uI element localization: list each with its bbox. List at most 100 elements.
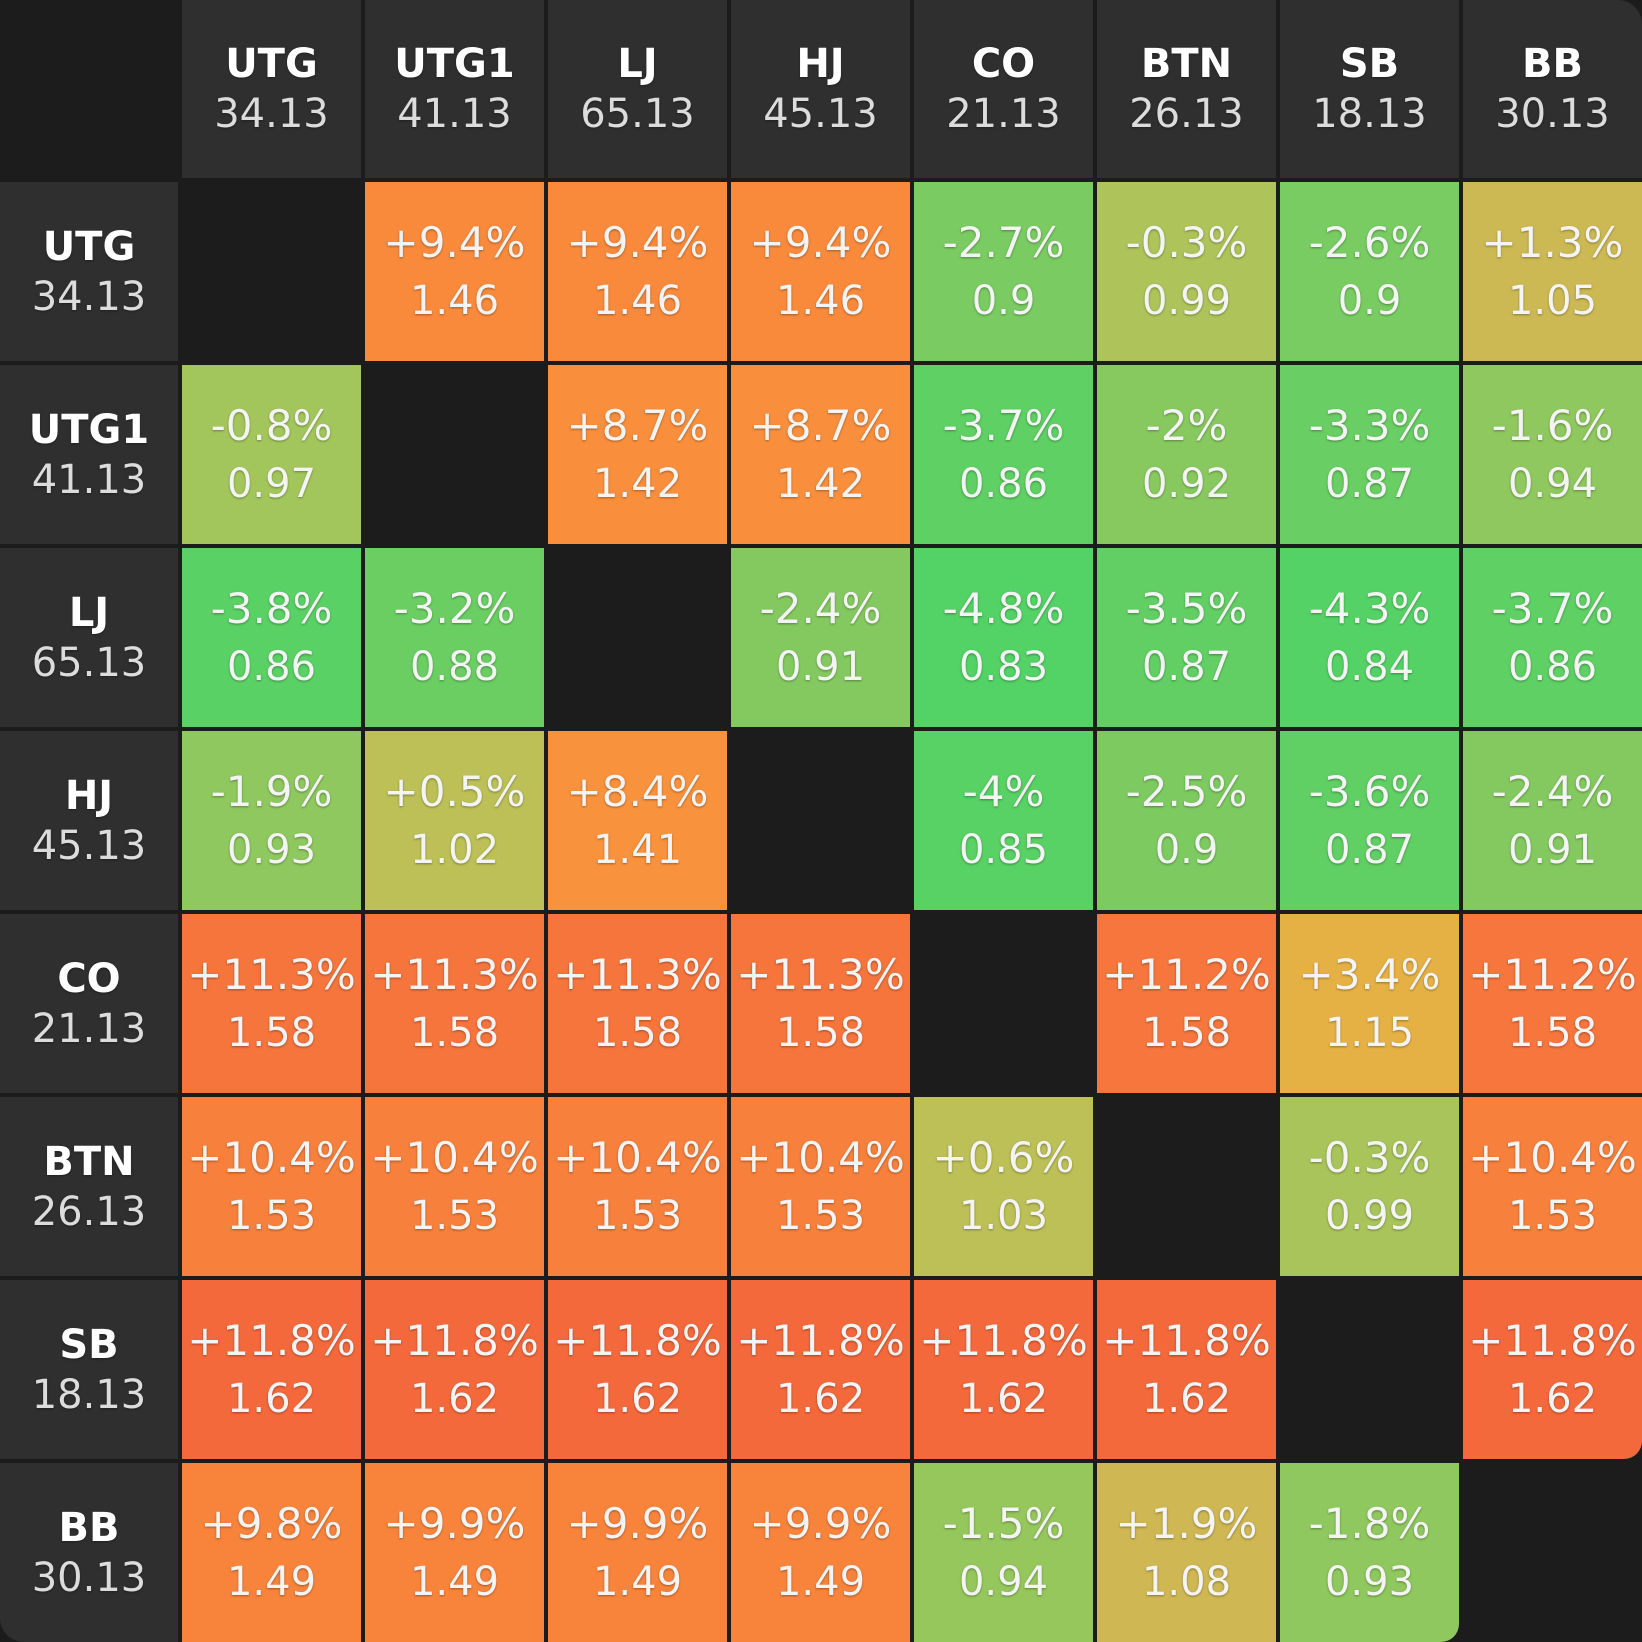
heatmap-cell: -0.3% 0.99 xyxy=(1280,1097,1459,1276)
heatmap-cell: +10.4% 1.53 xyxy=(182,1097,361,1276)
cell-ratio-label: 0.93 xyxy=(1324,1558,1415,1605)
row-header-stack: 26.13 xyxy=(31,1188,147,1235)
heatmap-cell: -4.8% 0.83 xyxy=(914,548,1093,727)
column-header-name: HJ xyxy=(796,41,845,87)
cell-percent-label: -4.3% xyxy=(1308,583,1431,633)
cell-ratio-label: 0.9 xyxy=(971,277,1036,324)
cell-percent-label: -1.8% xyxy=(1308,1498,1431,1548)
cell-ratio-label: 0.86 xyxy=(958,460,1049,507)
cell-percent-label: +11.8% xyxy=(1468,1315,1637,1365)
cell-percent-label: +11.3% xyxy=(370,949,539,999)
heatmap-cell: +11.3% 1.58 xyxy=(182,914,361,1093)
cell-percent-label: +11.3% xyxy=(553,949,722,999)
cell-percent-label: -2% xyxy=(1145,400,1228,450)
heatmap-cell: -0.3% 0.99 xyxy=(1097,182,1276,361)
cell-ratio-label: 1.62 xyxy=(1141,1375,1232,1422)
column-header-co: CO 21.13 xyxy=(914,0,1093,178)
cell-ratio-label: 1.42 xyxy=(592,460,683,507)
cell-percent-label: -1.6% xyxy=(1491,400,1614,450)
column-header-sb: SB 18.13 xyxy=(1280,0,1459,178)
heatmap-cell: +1.3% 1.05 xyxy=(1463,182,1642,361)
row-header-name: UTG1 xyxy=(28,406,150,453)
cell-percent-label: +9.8% xyxy=(200,1498,343,1548)
cell-ratio-label: 1.62 xyxy=(226,1375,317,1422)
cell-percent-label: +8.7% xyxy=(566,400,709,450)
column-header-bb: BB 30.13 xyxy=(1463,0,1642,178)
heatmap-cell: -0.8% 0.97 xyxy=(182,365,361,544)
heatmap-cell: -3.7% 0.86 xyxy=(1463,548,1642,727)
cell-percent-label: -2.5% xyxy=(1125,766,1248,816)
cell-ratio-label: 0.99 xyxy=(1141,277,1232,324)
cell-percent-label: +11.8% xyxy=(187,1315,356,1365)
row-header-name: CO xyxy=(57,955,121,1002)
heatmap-cell: -1.8% 0.93 xyxy=(1280,1463,1459,1642)
heatmap-cell: -2% 0.92 xyxy=(1097,365,1276,544)
cell-ratio-label: 1.42 xyxy=(775,460,866,507)
cell-percent-label: +0.5% xyxy=(383,766,526,816)
cell-ratio-label: 1.46 xyxy=(592,277,683,324)
cell-percent-label: +11.3% xyxy=(187,949,356,999)
column-header-btn: BTN 26.13 xyxy=(1097,0,1276,178)
row-header-stack: 34.13 xyxy=(31,273,147,320)
heatmap-cell: +9.9% 1.49 xyxy=(365,1463,544,1642)
column-header-name: BB xyxy=(1522,41,1583,87)
heatmap-cell: -4.3% 0.84 xyxy=(1280,548,1459,727)
cell-percent-label: +10.4% xyxy=(1468,1132,1637,1182)
cell-percent-label: -3.5% xyxy=(1125,583,1248,633)
cell-percent-label: -4.8% xyxy=(942,583,1065,633)
cell-percent-label: -4% xyxy=(962,766,1045,816)
column-header-name: UTG1 xyxy=(394,41,515,87)
row-header-name: LJ xyxy=(68,589,110,636)
heatmap-cell: -1.6% 0.94 xyxy=(1463,365,1642,544)
heatmap-cell: +11.3% 1.58 xyxy=(548,914,727,1093)
cell-percent-label: +10.4% xyxy=(187,1132,356,1182)
cell-ratio-label: 0.88 xyxy=(409,643,500,690)
column-header-utg1: UTG1 41.13 xyxy=(365,0,544,178)
heatmap-cell: +11.8% 1.62 xyxy=(1463,1280,1642,1459)
column-header-stack: 34.13 xyxy=(214,91,329,137)
cell-ratio-label: 1.62 xyxy=(958,1375,1049,1422)
cell-percent-label: +1.3% xyxy=(1481,217,1624,267)
cell-percent-label: -3.2% xyxy=(393,583,516,633)
cell-ratio-label: 0.99 xyxy=(1324,1192,1415,1239)
heatmap-cell: +9.4% 1.46 xyxy=(731,182,910,361)
cell-percent-label: -2.4% xyxy=(759,583,882,633)
cell-ratio-label: 1.53 xyxy=(592,1192,683,1239)
cell-ratio-label: 1.53 xyxy=(775,1192,866,1239)
cell-percent-label: -2.7% xyxy=(942,217,1065,267)
cell-ratio-label: 1.49 xyxy=(775,1558,866,1605)
heatmap-cell: -1.9% 0.93 xyxy=(182,731,361,910)
heatmap-cell: -3.8% 0.86 xyxy=(182,548,361,727)
row-header-utg: UTG 34.13 xyxy=(0,182,178,361)
heatmap-cell: +11.2% 1.58 xyxy=(1097,914,1276,1093)
row-header-name: HJ xyxy=(64,772,114,819)
cell-ratio-label: 0.87 xyxy=(1324,460,1415,507)
heatmap-cell: +11.8% 1.62 xyxy=(365,1280,544,1459)
column-header-name: SB xyxy=(1339,41,1400,87)
heatmap-cell: -2.6% 0.9 xyxy=(1280,182,1459,361)
cell-percent-label: +10.4% xyxy=(736,1132,905,1182)
cell-ratio-label: 1.15 xyxy=(1324,1009,1415,1056)
cell-ratio-label: 1.49 xyxy=(409,1558,500,1605)
cell-percent-label: -2.6% xyxy=(1308,217,1431,267)
cell-percent-label: +8.7% xyxy=(749,400,892,450)
heatmap-cell: -3.6% 0.87 xyxy=(1280,731,1459,910)
cell-percent-label: +11.8% xyxy=(553,1315,722,1365)
cell-percent-label: +11.2% xyxy=(1468,949,1637,999)
diagonal-cell xyxy=(1097,1097,1276,1276)
cell-ratio-label: 0.91 xyxy=(1507,826,1598,873)
cell-ratio-label: 0.83 xyxy=(958,643,1049,690)
cell-percent-label: +11.2% xyxy=(1102,949,1271,999)
cell-percent-label: +11.8% xyxy=(370,1315,539,1365)
column-header-stack: 21.13 xyxy=(946,91,1061,137)
heatmap-cell: +8.7% 1.42 xyxy=(548,365,727,544)
heatmap-cell: -3.2% 0.88 xyxy=(365,548,544,727)
diagonal-cell xyxy=(548,548,727,727)
cell-percent-label: -3.7% xyxy=(1491,583,1614,633)
cell-ratio-label: 0.9 xyxy=(1154,826,1219,873)
heatmap-cell: +3.4% 1.15 xyxy=(1280,914,1459,1093)
row-header-hj: HJ 45.13 xyxy=(0,731,178,910)
heatmap-cell: +11.8% 1.62 xyxy=(548,1280,727,1459)
column-header-stack: 30.13 xyxy=(1495,91,1610,137)
